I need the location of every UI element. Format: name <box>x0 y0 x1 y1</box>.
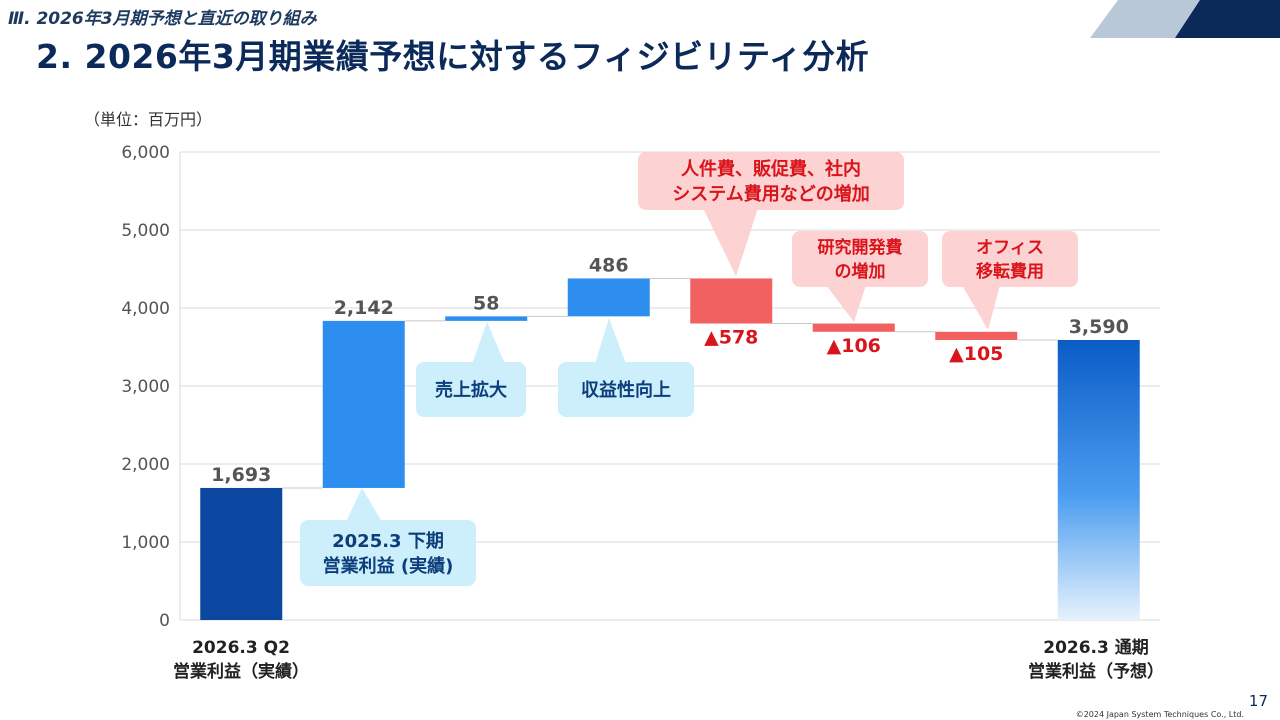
callout-profit-box <box>558 362 694 417</box>
y-tick-label: 3,000 <box>121 377 170 397</box>
callout-profit: 収益性向上 <box>558 318 694 417</box>
bar-1 <box>200 487 283 620</box>
y-tick-label: 2,000 <box>121 455 170 475</box>
bar-8 <box>1057 339 1140 620</box>
bar-3 <box>445 316 528 321</box>
bar-4 <box>567 278 650 317</box>
unit-label: （単位：百万円） <box>84 110 213 129</box>
callout-h2-box <box>300 520 476 586</box>
callout-expand-box <box>416 362 526 417</box>
value-label-8: 3,590 <box>1069 316 1129 338</box>
callout-expand-tail <box>472 322 505 364</box>
bar-6 <box>812 323 895 332</box>
callout-profit-text: 収益性向上 <box>581 379 671 401</box>
callout-h2-tail <box>346 488 382 522</box>
callout-h2-text: 2025.3 下期 <box>332 531 444 552</box>
page-number: 17 <box>1248 692 1268 710</box>
copyright: ©2024 Japan System Techniques Co., Ltd. <box>1075 710 1244 719</box>
bar-5 <box>690 278 773 324</box>
callout-rnd-text: の増加 <box>835 261 886 282</box>
callout-h2-text: 営業利益 (実績) <box>323 555 454 577</box>
callout-rnd-text: 研究開発費 <box>818 237 903 258</box>
callout-rnd-tail <box>826 285 866 322</box>
value-label-4: 486 <box>589 254 629 276</box>
y-tick-label: 5,000 <box>121 221 170 241</box>
value-label-1: 1,693 <box>211 464 271 486</box>
y-tick-label: 6,000 <box>121 143 170 163</box>
value-label-6: ▲106 <box>827 335 881 357</box>
callout-expand-text: 売上拡大 <box>435 379 507 401</box>
category-label-last: 2026.3 通期 営業利益（予想） <box>996 636 1196 684</box>
y-tick-label: 1,000 <box>121 533 170 553</box>
section-label: Ⅲ. 2026年3月期予想と直近の取り組み <box>8 9 317 29</box>
callout-profit-tail <box>595 318 626 364</box>
y-tick-label: 0 <box>159 611 170 631</box>
bar-7 <box>935 331 1018 340</box>
page-title: 2. 2026年3月期業績予想に対するフィジビリティ分析 <box>36 37 870 76</box>
callout-office-tail <box>962 285 1000 330</box>
category-label-first: 2026.3 Q2 営業利益（実績） <box>141 636 341 684</box>
value-label-5: ▲578 <box>704 327 758 349</box>
callout-cost-text: システム費用などの増加 <box>672 183 869 205</box>
value-label-3: 58 <box>473 292 499 314</box>
callout-cost-text: 人件費、販促費、社内 <box>681 158 861 180</box>
value-label-7: ▲105 <box>949 343 1003 365</box>
bar-2 <box>322 320 405 488</box>
category-label-last-line2: 営業利益（予想） <box>1028 662 1164 682</box>
callout-office-text: オフィス <box>976 238 1044 258</box>
value-label-2: 2,142 <box>334 297 394 319</box>
corner-decoration <box>1090 0 1280 38</box>
category-label-last-line1: 2026.3 通期 <box>1043 638 1149 658</box>
callout-rnd-box <box>792 231 928 287</box>
category-label-first-line1: 2026.3 Q2 <box>192 638 290 658</box>
callout-cost-box <box>638 152 904 210</box>
y-tick-label: 4,000 <box>121 299 170 319</box>
callout-cost-tail <box>703 208 758 276</box>
category-label-first-line2: 営業利益（実績） <box>173 662 309 682</box>
callout-office-box <box>942 231 1078 287</box>
callout-expand: 売上拡大 <box>416 322 526 417</box>
callout-office-text: 移転費用 <box>976 261 1044 282</box>
